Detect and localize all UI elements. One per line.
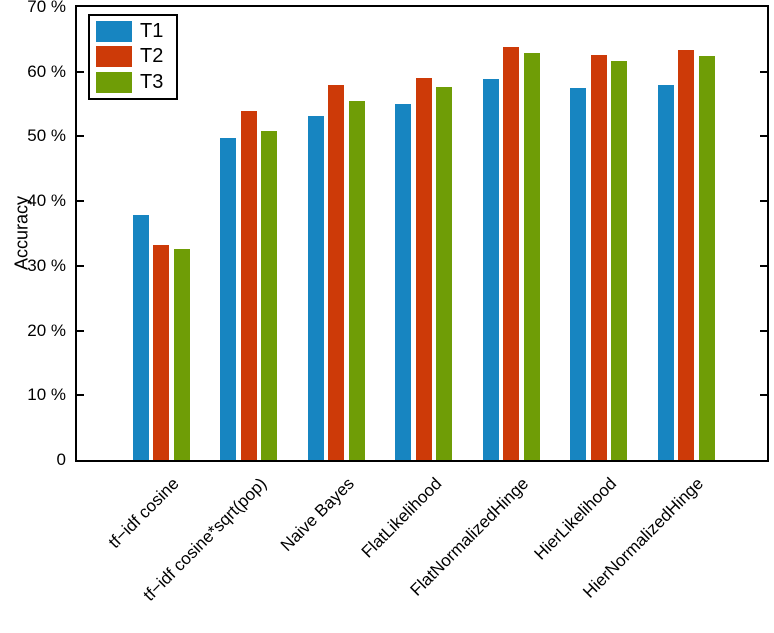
- y-tick-label: 20 %: [27, 320, 66, 340]
- legend-entry-T3: T3: [96, 71, 170, 94]
- bar-T2-group6: [590, 54, 607, 460]
- bar-T3-group4: [436, 87, 452, 460]
- bar-T1-group2: [220, 137, 236, 460]
- y-tick-mark-left: [77, 394, 84, 397]
- bar-T2-group1: [153, 245, 169, 460]
- y-tick-mark-right: [760, 394, 767, 397]
- y-tick-label: 10 %: [27, 385, 66, 405]
- y-tick-label: 0: [56, 450, 66, 469]
- bar-T3-group3: [348, 100, 365, 460]
- y-tick-label: 70 %: [27, 0, 66, 16]
- y-tick-label: 60 %: [27, 61, 66, 81]
- plot-area: T1 T2 T3: [75, 5, 769, 462]
- y-tick-mark-right: [760, 135, 767, 138]
- legend: T1 T2 T3: [88, 14, 178, 100]
- legend-label: T1: [140, 20, 164, 43]
- bar-T1-group6: [570, 87, 586, 460]
- y-tick-mark-left: [77, 200, 84, 203]
- bar-T2-group3: [328, 84, 344, 460]
- y-tick-mark-right: [760, 264, 767, 267]
- legend-entry-T2: T2: [96, 45, 170, 68]
- x-tick-label: Naive Bayes: [276, 474, 358, 555]
- bar-T3-group7: [698, 56, 715, 460]
- bar-T2-group7: [678, 49, 694, 460]
- bar-T2-group5: [503, 47, 519, 460]
- legend-swatch-icon: [96, 71, 132, 93]
- x-tick-label: HierLikelihood: [530, 474, 620, 564]
- bar-T2-group4: [415, 78, 432, 460]
- bar-T1-group7: [657, 84, 674, 460]
- legend-label: T3: [140, 70, 164, 93]
- bar-T2-group2: [240, 110, 257, 460]
- y-tick-label: 50 %: [27, 126, 66, 146]
- legend-label: T2: [140, 45, 164, 68]
- y-tick-mark-left: [77, 264, 84, 267]
- y-tick-label: 30 %: [27, 255, 66, 275]
- y-tick-mark-left: [77, 135, 84, 138]
- y-tick-mark-right: [760, 329, 767, 332]
- x-tick-label: tf−idf cosine: [104, 474, 183, 552]
- y-tick-mark-right: [760, 70, 767, 73]
- x-tick-label: FlatLikelihood: [357, 474, 445, 562]
- bar-T3-group1: [173, 249, 190, 460]
- bar-T3-group2: [261, 130, 277, 460]
- bar-T1-group5: [482, 78, 499, 460]
- bar-T1-group3: [307, 116, 324, 460]
- y-tick-label: 40 %: [27, 191, 66, 211]
- legend-entry-T1: T1: [96, 20, 170, 43]
- bar-T3-group6: [611, 61, 627, 460]
- legend-swatch-icon: [96, 46, 132, 68]
- bar-T1-group1: [132, 214, 149, 460]
- legend-swatch-icon: [96, 21, 132, 43]
- bar-T1-group4: [395, 104, 411, 460]
- y-tick-mark-left: [77, 70, 84, 73]
- bar-T3-group5: [523, 52, 540, 460]
- y-tick-mark-left: [77, 329, 84, 332]
- y-tick-mark-right: [760, 200, 767, 203]
